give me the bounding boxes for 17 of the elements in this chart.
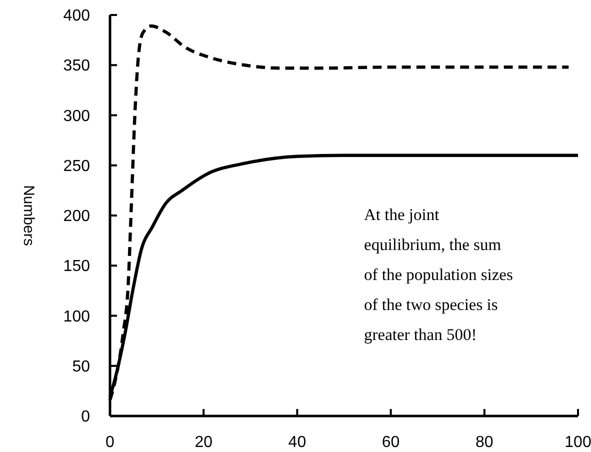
- y-tick-label: 50: [72, 358, 90, 376]
- x-tick-label: 80: [476, 434, 494, 451]
- x-tick-label: 100: [564, 434, 591, 451]
- x-tick-label: 20: [194, 434, 213, 451]
- x-tick-label: 0: [106, 434, 115, 451]
- y-tick-label: 400: [63, 8, 90, 25]
- x-tick-label: 40: [288, 434, 306, 451]
- y-tick-label: 100: [63, 308, 90, 326]
- y-tick-label: 150: [63, 258, 90, 276]
- y-tick-label: 350: [63, 58, 90, 75]
- y-tick-label: 250: [63, 158, 90, 175]
- y-tick-label: 200: [63, 208, 90, 226]
- y-axis-title: Numbers: [20, 185, 37, 246]
- annotation: At the joint equilibrium, the sum of the population sizes of the two species is greater than 500!: [364, 205, 513, 344]
- x-tick-label: 60: [382, 434, 400, 451]
- y-tick-label: 0: [81, 408, 90, 426]
- y-tick-label: 300: [63, 108, 90, 125]
